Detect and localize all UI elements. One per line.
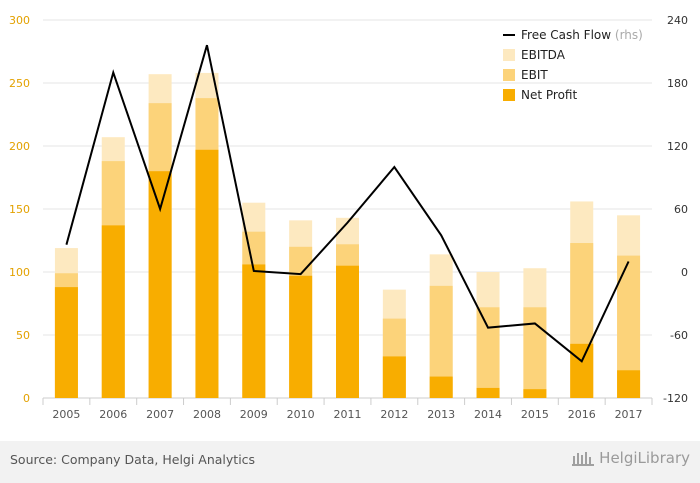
bar-net-profit <box>289 275 313 398</box>
brand-text: HelgiLibrary <box>599 449 690 467</box>
x-tick-label: 2016 <box>568 408 596 421</box>
bars <box>54 72 641 399</box>
left-tick-label: 50 <box>16 329 30 342</box>
right-tick-label: 180 <box>667 77 688 90</box>
right-tick-label: 60 <box>674 203 688 216</box>
bar-ebit <box>476 307 500 398</box>
x-tick-label: 2017 <box>615 408 643 421</box>
left-tick-label: 100 <box>9 266 30 279</box>
legend-swatch-ebitda <box>503 49 515 61</box>
bar-net-profit <box>523 389 547 398</box>
right-tick-label: 0 <box>681 266 688 279</box>
source-text: Source: Company Data, Helgi Analytics <box>10 452 256 467</box>
bar-net-profit <box>570 343 594 398</box>
x-tick-label: 2007 <box>146 408 174 421</box>
bar-net-profit <box>382 356 406 398</box>
left-tick-label: 150 <box>9 203 30 216</box>
right-tick-label: 120 <box>667 140 688 153</box>
library-icon <box>572 452 595 466</box>
bar-ebit <box>617 255 641 398</box>
bar-ebit <box>429 285 453 398</box>
x-tick-label: 2006 <box>99 408 127 421</box>
legend: Free Cash Flow (rhs) EBITDA EBIT Net Profit <box>503 28 643 102</box>
left-axis: 0 50 100 150 200 250 300 <box>9 14 30 405</box>
right-tick-label: -120 <box>663 392 688 405</box>
left-tick-label: 0 <box>23 392 30 405</box>
fcf-line <box>65 44 630 363</box>
legend-swatch-ebit <box>503 69 515 81</box>
bar-net-profit <box>336 265 359 398</box>
brand: HelgiLibrary <box>572 449 690 467</box>
left-tick-label: 250 <box>9 77 30 90</box>
x-tick-label: 2013 <box>427 408 455 421</box>
bar-net-profit <box>54 287 78 398</box>
left-tick-label: 300 <box>9 14 30 27</box>
legend-label-fcf: Free Cash Flow (rhs) <box>521 28 643 42</box>
bar-net-profit <box>476 387 500 398</box>
legend-label-ebit: EBIT <box>521 68 548 82</box>
x-tick-label: 2010 <box>287 408 315 421</box>
bar-net-profit <box>101 225 125 398</box>
x-tick-label: 2014 <box>474 408 502 421</box>
x-tick-label: 2015 <box>521 408 549 421</box>
bar-ebit <box>523 307 547 398</box>
bar-net-profit <box>617 370 641 398</box>
bar-net-profit <box>242 264 266 398</box>
legend-label-ebitda: EBITDA <box>521 48 566 62</box>
footer: Source: Company Data, Helgi Analytics He… <box>0 441 700 483</box>
legend-note: (rhs) <box>615 28 643 42</box>
x-tick-label: 2008 <box>193 408 221 421</box>
legend-label-net-profit: Net Profit <box>521 88 577 102</box>
x-tick-label: 2005 <box>52 408 80 421</box>
bar-net-profit <box>429 376 453 398</box>
right-axis: -120 -60 0 60 120 180 240 <box>663 14 688 405</box>
left-tick-label: 200 <box>9 140 30 153</box>
x-axis: 2005 2006 2007 2008 2009 2010 2011 2012 2013 2014… <box>42 398 653 421</box>
x-tick-label: 2011 <box>334 408 362 421</box>
x-tick-label: 2012 <box>380 408 408 421</box>
bar-net-profit <box>195 149 219 398</box>
right-tick-label: -60 <box>670 329 688 342</box>
chart: 0 50 100 150 200 250 300 -120 -60 0 60 120 180 240 2… <box>9 14 688 421</box>
legend-swatch-net-profit <box>503 89 515 101</box>
bar-net-profit <box>148 171 172 398</box>
right-tick-label: 240 <box>667 14 688 27</box>
x-tick-label: 2009 <box>240 408 268 421</box>
